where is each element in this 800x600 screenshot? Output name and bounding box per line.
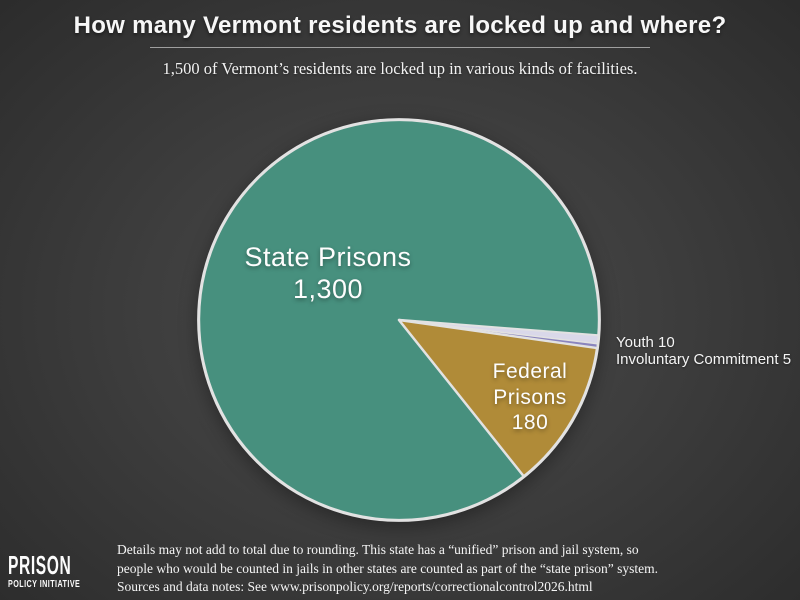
youth-label: Youth 10 xyxy=(616,334,675,351)
footnote: Details may not add to total due to roun… xyxy=(117,541,658,597)
footnote-line2: people who would be counted in jails in … xyxy=(117,560,658,576)
state-prisons-label: State Prisons 1,300 xyxy=(178,241,478,305)
pie-outer-rim xyxy=(197,118,601,522)
chart-subtitle: 1,500 of Vermont’s residents are locked … xyxy=(162,59,638,78)
state-prisons-label-value: 1,300 xyxy=(292,274,364,304)
logo-prison-text: PRISON xyxy=(8,550,72,580)
prison-policy-initiative-logo: PRISON POLICY INITIATIVE xyxy=(8,552,114,590)
involuntary-commitment-label: Involuntary Commitment 5 xyxy=(616,350,792,368)
federal-prisons-label-value: 180 xyxy=(511,411,549,434)
chart-title: How many Vermont residents are locked up… xyxy=(73,12,727,39)
state-prisons-label-name: State Prisons xyxy=(244,242,412,272)
footnote-line1: Details may not add to total due to roun… xyxy=(117,542,639,557)
title-divider xyxy=(150,47,650,48)
federal-prisons-label-line2: Prisons xyxy=(493,385,567,409)
federal-prisons-label: Federal Prisons 180 xyxy=(455,359,605,436)
small-slice-labels: Youth 10 Involuntary Commitment 5 xyxy=(616,334,792,368)
logo-policy-initiative-text: POLICY INITIATIVE xyxy=(8,579,81,590)
footnote-line3: Sources and data notes: See www.prisonpo… xyxy=(117,579,593,595)
federal-prisons-label-line1: Federal xyxy=(492,360,568,383)
